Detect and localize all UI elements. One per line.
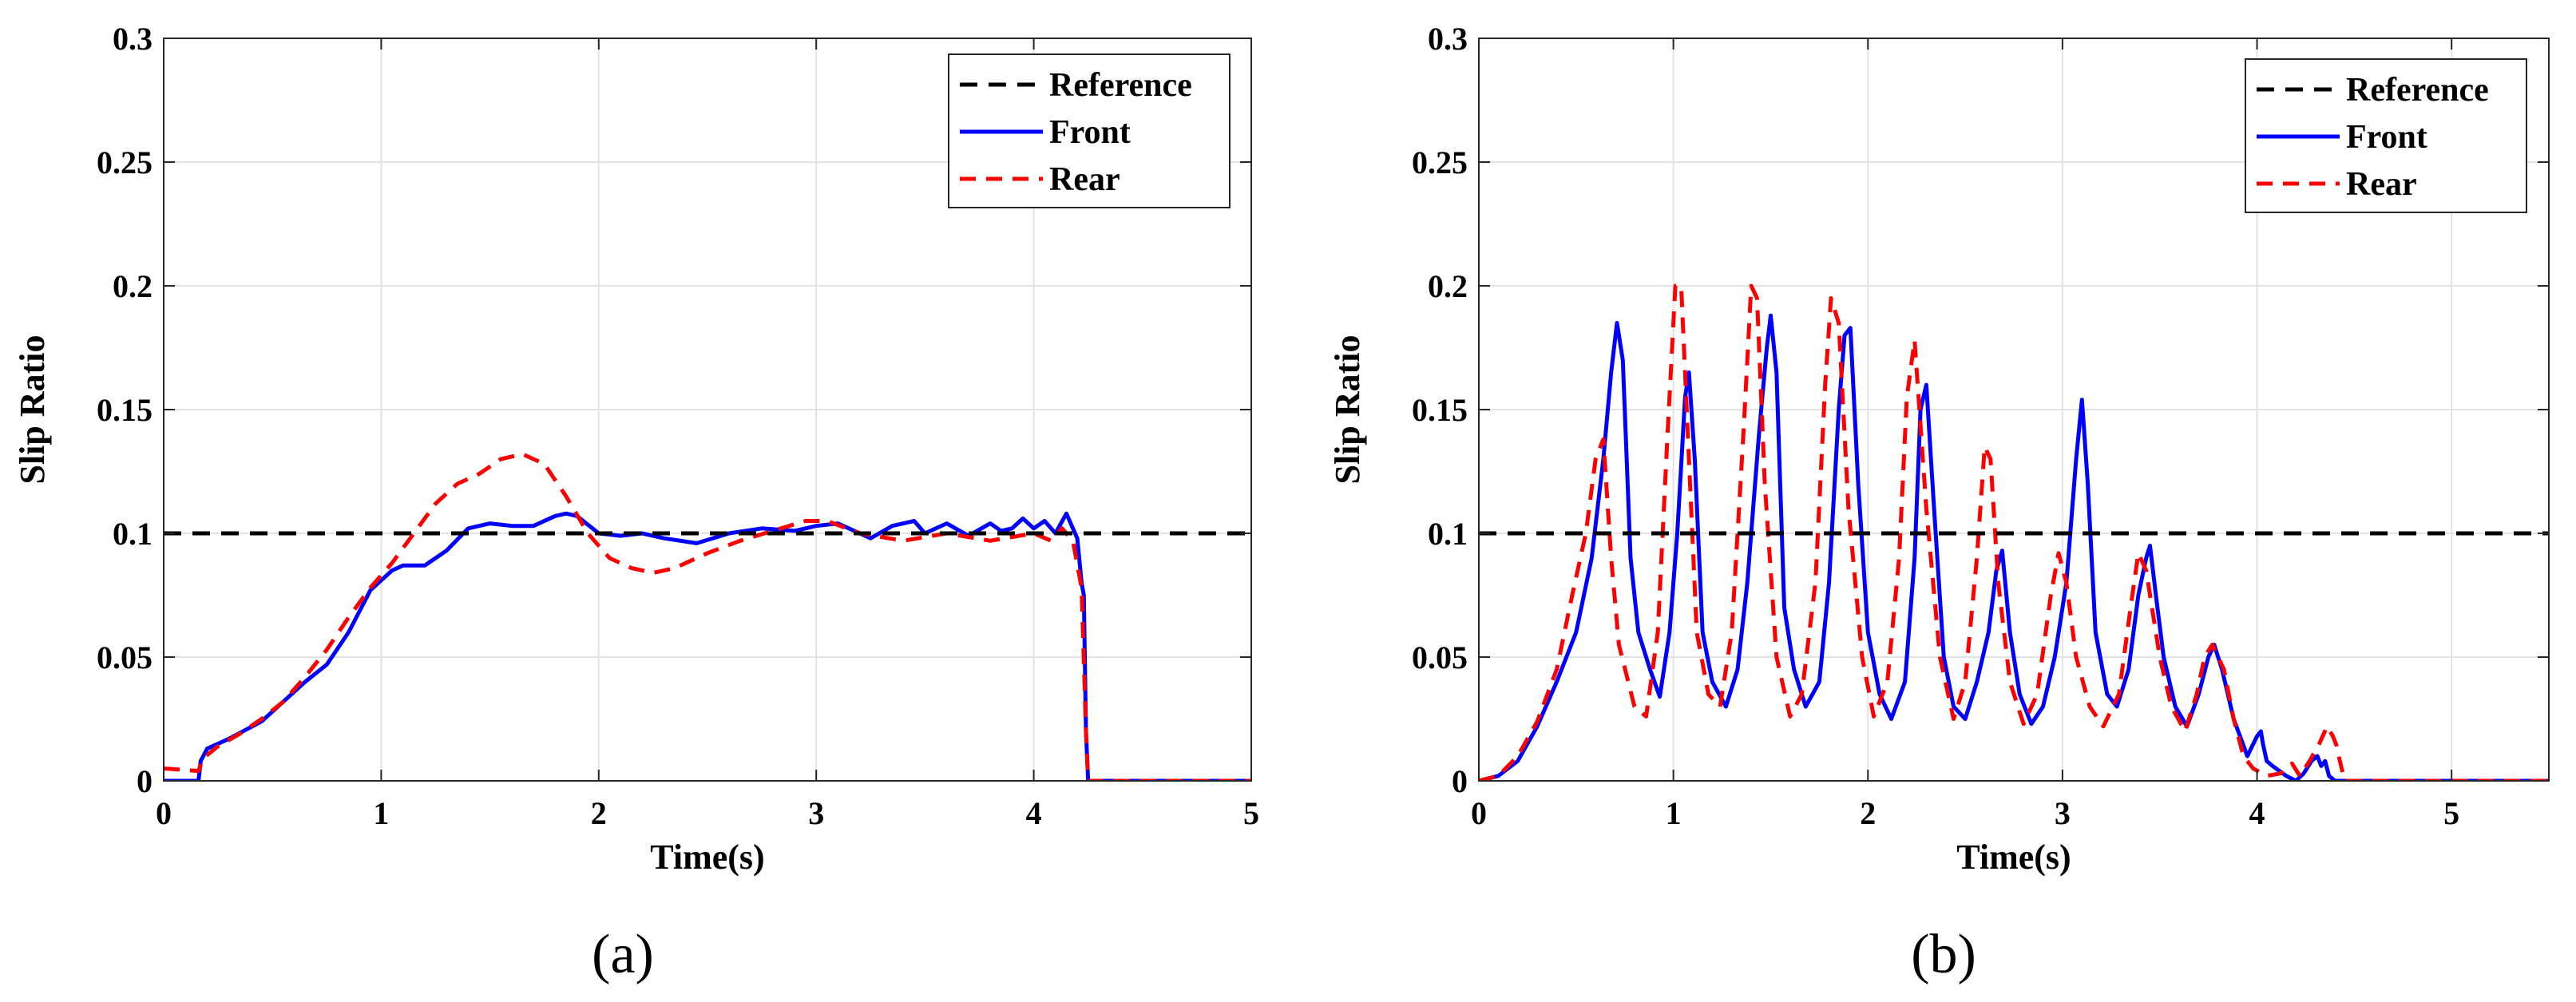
y-tick-label: 0.1: [113, 516, 153, 552]
x-tick-label: 0: [156, 795, 172, 831]
y-tick-label: 0.05: [97, 640, 153, 675]
x-tick-label: 1: [373, 795, 389, 831]
x-tick-label: 2: [1860, 795, 1876, 831]
x-tick-label: 4: [1026, 795, 1042, 831]
y-tick-label: 0.2: [1428, 268, 1468, 304]
legend-label-reference: Reference: [1049, 67, 1192, 104]
y-tick-label: 0.25: [97, 145, 153, 180]
x-tick-label: 4: [2249, 795, 2265, 831]
series-line-rear: [1479, 283, 2549, 781]
y-tick-label: 0.3: [113, 21, 153, 57]
panel-caption: (a): [592, 924, 654, 985]
y-tick-label: 0.1: [1428, 516, 1468, 552]
x-tick-label: 3: [2055, 795, 2071, 831]
y-tick-label: 0.3: [1428, 21, 1468, 57]
series-line-front: [164, 511, 1251, 781]
x-tick-label: 1: [1666, 795, 1682, 831]
y-tick-label: 0.2: [113, 268, 153, 304]
legend-label-rear: Rear: [2346, 166, 2417, 203]
y-tick-label: 0.25: [1412, 145, 1468, 180]
y-axis-label: Slip Ratio: [1328, 335, 1367, 484]
x-axis-label: Time(s): [1956, 838, 2071, 877]
y-tick-label: 0: [137, 763, 153, 799]
chart-a: 0 1 2 3 4 5 0 0.05 0.1 0.15 0.2 0.25 0.3 Time(s) Slip …: [13, 21, 1259, 985]
legend: Reference Front Rear: [948, 53, 1231, 208]
x-tick-label: 2: [591, 795, 607, 831]
legend-label-reference: Reference: [2346, 72, 2489, 109]
y-tick-label: 0.15: [97, 392, 153, 428]
y-tick-label: 0.15: [1412, 392, 1468, 428]
x-tick-label: 5: [1243, 795, 1259, 831]
y-tick-label: 0.05: [1412, 640, 1468, 675]
x-tick-label: 0: [1471, 795, 1487, 831]
legend-label-front: Front: [1049, 114, 1131, 151]
chart-b: 0 1 2 3 4 5 0 0.05 0.1 0.15 0.2 0.25 0.3 Time(s) Slip …: [1328, 21, 2550, 985]
x-axis-label: Time(s): [650, 838, 764, 877]
x-tick-label: 5: [2443, 795, 2459, 831]
legend-label-front: Front: [2346, 119, 2427, 156]
legend: Reference Front Rear: [2245, 58, 2527, 213]
x-tick-label: 3: [808, 795, 824, 831]
legend-label-rear: Rear: [1049, 161, 1120, 198]
series-line-front: [1479, 313, 2549, 781]
panel-caption: (b): [1911, 924, 1976, 985]
y-axis-label: Slip Ratio: [13, 335, 52, 484]
y-tick-label: 0: [1452, 763, 1468, 799]
